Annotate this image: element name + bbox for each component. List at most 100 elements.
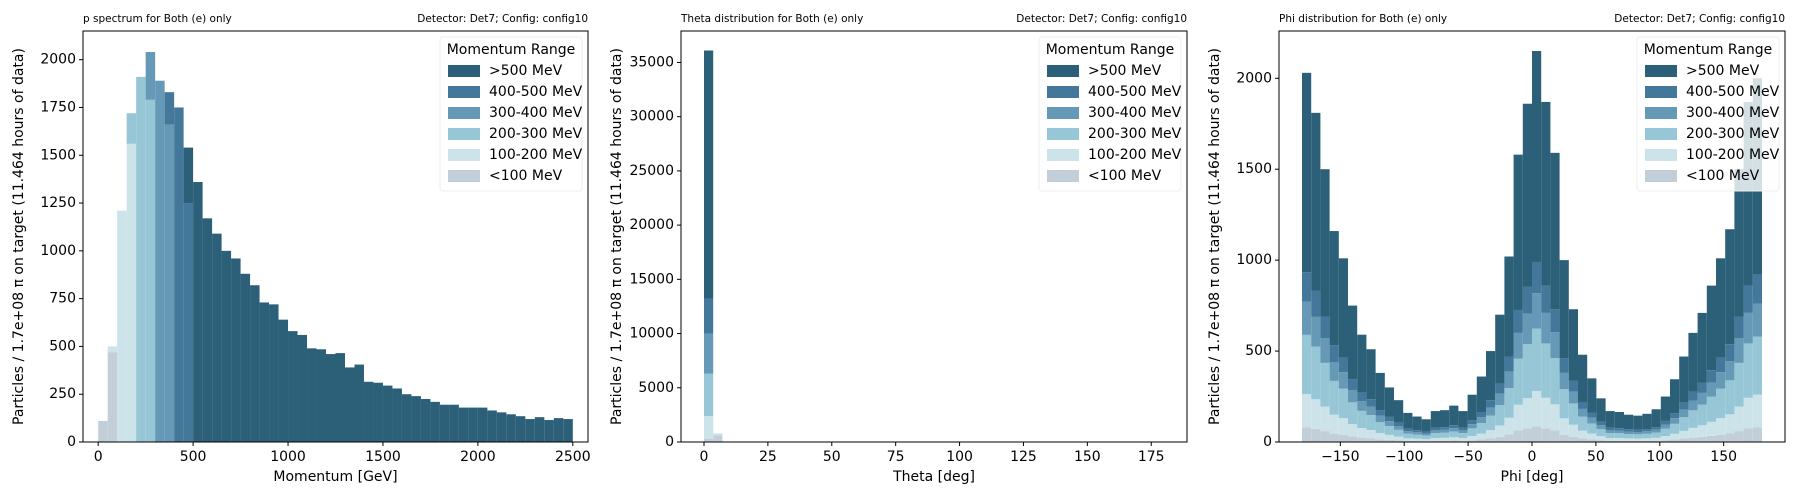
bar [1430,437,1440,441]
bar [1578,401,1588,409]
bar [1476,376,1486,412]
legend-swatch [448,65,480,77]
bar [1541,285,1551,313]
bar [713,435,723,442]
legend-label: 100-200 MeV [489,147,583,163]
bar [1449,440,1459,442]
bar [1522,343,1532,399]
bar [1541,397,1551,429]
bar [1329,231,1339,346]
bar [1486,438,1496,442]
bar [1614,428,1624,431]
bar [1412,440,1422,442]
bar [1532,293,1542,329]
bar [1614,411,1624,429]
bar [534,417,545,442]
legend-swatch [1645,65,1677,77]
bar [307,348,317,442]
bar [1384,439,1394,442]
bar [1568,436,1578,442]
bar [202,218,213,442]
bar [1412,432,1422,435]
x-tick-label: 0 [94,449,103,465]
bar [1642,429,1652,432]
bar [1559,260,1569,359]
x-tick-label: 100 [1646,449,1673,465]
y-tick-label: 10000 [629,326,674,342]
y-tick-label: 1750 [40,99,76,115]
bar [1467,435,1477,441]
bar [1394,436,1404,441]
bar [354,364,364,442]
legend-swatch [1645,107,1677,119]
bar [1440,427,1450,430]
bar [1706,285,1716,371]
bar [1688,437,1698,442]
plot-frame [680,30,1188,443]
bar [1752,303,1762,337]
bar [1559,372,1569,390]
bar [1578,416,1588,431]
bar [1384,421,1394,427]
bar [1697,392,1707,405]
bar [1504,417,1514,435]
x-tick-label: 1000 [270,449,306,465]
bar [1679,438,1689,442]
bar [1624,433,1634,439]
bar [1320,362,1330,407]
bar [1522,103,1532,287]
bar [1679,430,1689,439]
bar [1320,431,1330,442]
legend-label: 400-500 MeV [1686,84,1780,100]
bar [1430,430,1440,434]
bar [107,346,118,353]
plot-frame [82,30,589,443]
bar [1642,438,1652,441]
bar [525,419,535,442]
bar [1706,435,1716,442]
legend-label: 200-300 MeV [489,126,583,142]
legend-label: 300-400 MeV [1088,105,1182,121]
bar [1476,411,1486,418]
bar [1752,427,1762,442]
bar [1302,272,1312,302]
bar [1670,433,1680,440]
bar [1734,169,1744,317]
bar [1302,427,1312,442]
bar [326,354,336,442]
bar [1329,433,1339,442]
chart-title: Phi distribution for Both (e) only [1279,13,1447,25]
bar [1403,428,1413,432]
bar [1440,432,1450,438]
bar [1716,372,1726,389]
y-tick-label: 0 [665,434,674,450]
y-tick-label: 250 [49,386,76,402]
legend: Momentum Range >500 MeV 400-500 MeV 300-400… [1038,36,1182,192]
bar [1329,361,1339,381]
bar [1688,400,1698,411]
legend-swatch [1645,86,1677,98]
bar [136,76,146,443]
bar [1642,433,1652,439]
legend-swatch [1047,149,1079,161]
bar [458,407,469,442]
bar [1559,358,1569,373]
bar [1504,356,1514,372]
bar [1394,422,1404,426]
bar [1578,354,1588,402]
bar [1568,424,1578,437]
bar [1495,425,1505,437]
bar [1357,437,1367,442]
bar [439,404,450,442]
legend-swatch [1645,128,1677,140]
bar [1614,437,1624,441]
y-axis-label: Particles / 1.7e+08 π on target (11.464 … [1207,48,1223,425]
legend-label: >500 MeV [1088,63,1162,79]
bar [126,113,137,144]
bar [1311,290,1321,317]
x-axis-label: Phi [deg] [1501,469,1564,485]
bar [1320,316,1330,339]
bar [1578,438,1588,442]
bar [1578,430,1588,439]
bar [1706,382,1716,397]
